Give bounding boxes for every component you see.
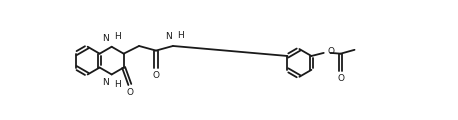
Text: H: H <box>177 31 184 40</box>
Text: N: N <box>103 78 109 87</box>
Text: H: H <box>114 80 121 89</box>
Text: O: O <box>153 71 159 80</box>
Text: O: O <box>126 88 133 97</box>
Text: O: O <box>337 74 344 84</box>
Text: N: N <box>103 34 109 43</box>
Text: O: O <box>327 47 335 56</box>
Text: H: H <box>114 32 121 41</box>
Text: N: N <box>165 32 172 41</box>
